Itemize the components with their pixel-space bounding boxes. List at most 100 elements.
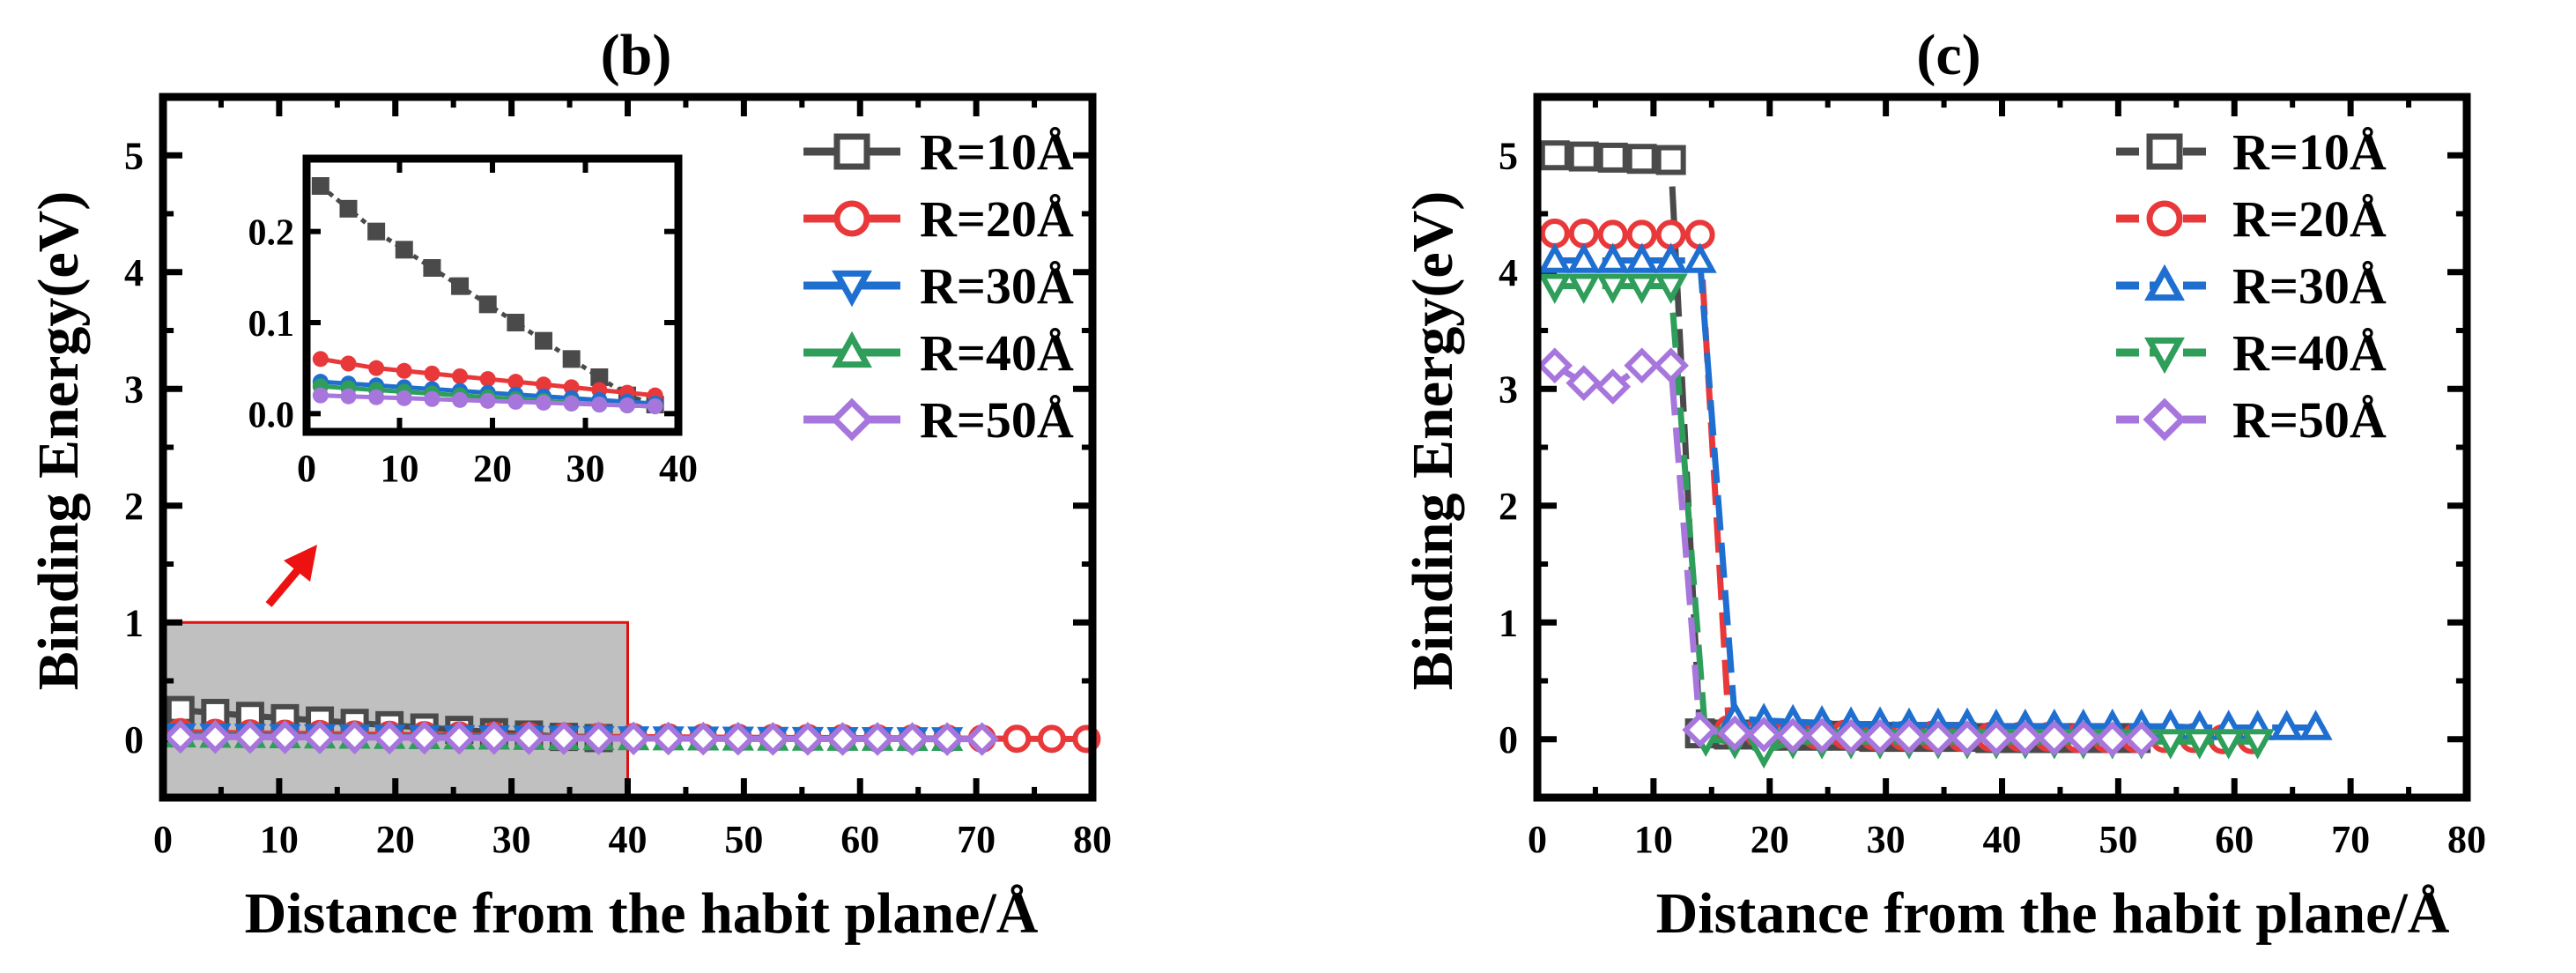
inset-data-point: [340, 388, 357, 405]
data-point: [2007, 720, 2044, 756]
data-point: [477, 721, 512, 755]
inset-data-point: [368, 389, 385, 405]
panel-b-plot-frame: [159, 93, 1097, 802]
inset-data-point: [563, 379, 580, 396]
inset-data-point: [536, 394, 552, 411]
panel-c-legend: R=10Å R=20Å R=30Å R=40Å R=50Å: [2116, 123, 2387, 449]
data-point: [198, 720, 233, 754]
panel-b-x-axis-label: Distance from the habit plane/Å: [245, 881, 1039, 946]
y-tick-label: 1: [1499, 602, 1518, 645]
legend-entry: R=20Å: [2116, 190, 2387, 248]
legend-marker: [2144, 337, 2185, 375]
legend-marker: [2146, 133, 2183, 170]
data-point: [1625, 242, 1659, 273]
panel-b-title: (b): [601, 23, 672, 87]
panel-b-inset: 0 10 20 30 40 0.0 0.1 0.2: [248, 154, 698, 490]
data-point: [1597, 142, 1628, 173]
data-point: [2211, 729, 2246, 760]
data-point: [1682, 711, 1718, 748]
inset-data-point: [339, 199, 358, 218]
x-tick-label: 50: [724, 818, 763, 861]
x-tick-label: 60: [840, 818, 879, 861]
x-tick-label: 30: [492, 818, 531, 861]
data-point: [166, 695, 195, 724]
x-tick-label: 40: [609, 818, 648, 861]
x-tick-label: 80: [1073, 818, 1112, 861]
data-point: [1566, 242, 1601, 273]
legend-label: R=50Å: [2232, 391, 2387, 449]
legend-entry: R=40Å: [803, 324, 1074, 382]
inset-data-point: [591, 397, 608, 412]
data-point: [1653, 347, 1689, 384]
data-point: [546, 721, 581, 755]
panel-b-highlight-region: [161, 620, 629, 799]
panel-b-series: [163, 695, 1101, 756]
legend-entry: R=30Å: [803, 257, 1074, 315]
y-tick-label: 2: [1499, 485, 1518, 528]
x-tick-label: 50: [2099, 818, 2137, 861]
data-point: [1537, 242, 1572, 273]
inset-x-tick-label: 10: [381, 447, 419, 490]
data-point: [1595, 368, 1632, 405]
y-tick-label: 1: [124, 602, 144, 645]
legend-entry: R=30Å: [2116, 257, 2387, 315]
data-point: [2240, 729, 2275, 760]
inset-data-point: [423, 259, 441, 277]
legend-entry: R=50Å: [803, 391, 1074, 449]
legend-label: R=10Å: [920, 123, 1074, 181]
inset-data-point: [562, 350, 581, 368]
series-r30: [1537, 242, 2333, 740]
inset-data-point: [451, 277, 470, 295]
inset-data-point: [312, 387, 329, 404]
data-point: [512, 721, 546, 755]
data-point: [929, 722, 965, 756]
data-point: [965, 722, 999, 756]
legend-marker: [830, 397, 874, 442]
x-tick-label: 0: [153, 818, 173, 861]
data-point: [1537, 273, 1572, 304]
data-point: [2065, 720, 2102, 756]
data-point: [2153, 729, 2187, 760]
legend-label: R=20Å: [920, 190, 1074, 248]
series-r50: [1536, 347, 2160, 758]
data-point: [1862, 718, 1899, 755]
y-tick-label: 5: [124, 135, 144, 178]
y-tick-label: 0: [124, 718, 144, 761]
panel-b: (b) 0 10 20 30 40 50 60 70 80 0 1 2 3 4 5 0 10 20 30 40 0.…: [26, 23, 1112, 946]
x-tick-label: 60: [2215, 818, 2254, 861]
legend-marker: [832, 331, 872, 368]
legend-entry: R=20Å: [803, 190, 1074, 248]
data-point: [2269, 709, 2304, 740]
panel-b-legend: R=10Å R=20Å R=30Å R=40Å R=50Å: [803, 123, 1074, 449]
data-point: [442, 720, 477, 755]
legend-entry: R=40Å: [2116, 324, 2387, 382]
data-point: [1595, 242, 1630, 273]
data-point: [581, 721, 616, 755]
data-point: [1774, 717, 1811, 754]
panel-b-y-axis-label: Binding Energy(eV): [26, 191, 91, 691]
data-point: [1626, 144, 1657, 175]
legend-marker: [2143, 397, 2187, 442]
y-tick-label: 4: [1499, 251, 1518, 294]
inset-data-point: [507, 374, 524, 390]
x-tick-label: 10: [260, 818, 299, 861]
data-point: [1978, 720, 2015, 756]
legend-marker: [832, 270, 872, 308]
inset-data-point: [479, 392, 496, 409]
inset-data-point: [507, 393, 524, 410]
inset-data-point: [536, 376, 552, 393]
legend-marker: [2146, 200, 2183, 237]
legend-marker: [833, 133, 870, 170]
data-point: [616, 721, 651, 756]
arrow-head: [284, 545, 317, 582]
data-point: [1832, 718, 1869, 755]
inset-x-tick-label: 20: [473, 447, 512, 490]
inset-data-point: [452, 368, 469, 384]
series-line: [1552, 362, 2142, 743]
data-point: [1539, 219, 1570, 249]
data-point: [756, 722, 790, 756]
data-point: [1566, 365, 1603, 401]
inset-data-point: [367, 222, 386, 241]
inset-x-tick-label: 0: [297, 447, 316, 490]
